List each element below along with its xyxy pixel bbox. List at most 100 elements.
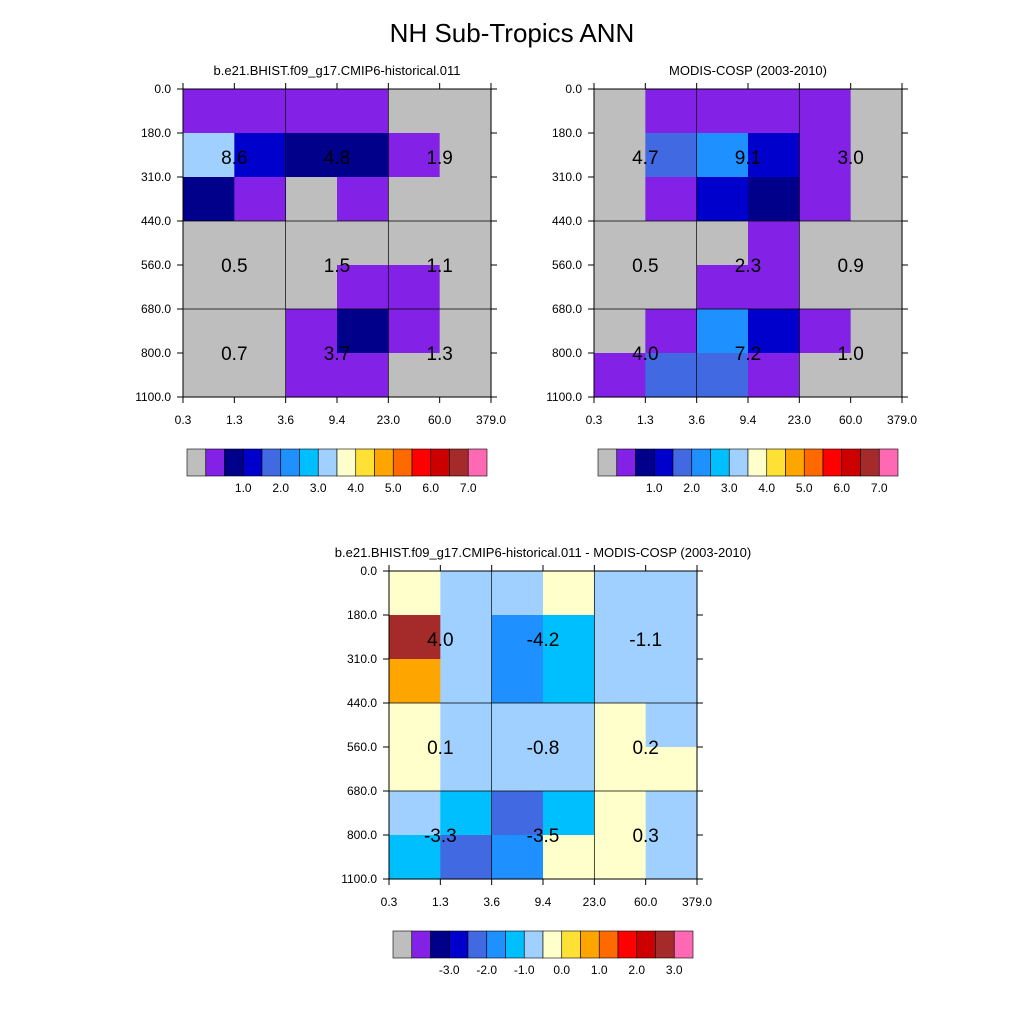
colorbar-label: -1.0	[514, 963, 535, 977]
colorbar-label: 5.0	[796, 481, 813, 495]
y-tick-label: 0.0	[360, 564, 377, 578]
block-value-label: 1.9	[426, 148, 452, 169]
colorbar-swatch	[580, 930, 600, 959]
y-tick-label: 310.0	[141, 170, 171, 184]
x-tick-label: 3.6	[483, 895, 500, 909]
heatmap-cell	[234, 133, 287, 178]
heatmap-cell	[388, 133, 441, 178]
colorbar-swatch	[542, 930, 563, 959]
heatmap-cell	[748, 133, 800, 178]
heatmap-cell	[491, 615, 544, 660]
x-tick-label: 0.3	[586, 413, 603, 427]
heatmap-cell	[491, 703, 544, 748]
block-value-label: 0.1	[427, 738, 453, 759]
heatmap-cell	[799, 177, 852, 222]
colorbar-swatch	[635, 448, 655, 477]
block-value-label: 3.0	[837, 148, 863, 169]
colorbar-swatch	[878, 448, 899, 477]
colorbar-label: 6.0	[833, 481, 850, 495]
colorbar-label: 1.0	[591, 963, 608, 977]
heatmap-cell	[183, 221, 235, 266]
heatmap-cell	[285, 133, 338, 178]
colorbar-label: 7.0	[460, 481, 477, 495]
x-tick-label: 1.3	[637, 413, 654, 427]
heatmap-cell	[234, 89, 287, 134]
block-value-label: 9.1	[735, 148, 761, 169]
y-tick-label: 680.0	[552, 302, 582, 316]
heatmap-cell	[748, 89, 800, 134]
y-tick-label: 440.0	[552, 214, 582, 228]
heatmap-cell	[594, 89, 646, 134]
colorbar-swatch	[392, 930, 413, 959]
heatmap-cell	[439, 89, 492, 134]
y-tick-label: 0.0	[565, 82, 582, 96]
block-value-label: 8.6	[221, 148, 247, 169]
colorbar-swatch	[411, 448, 432, 477]
colorbar-swatch	[411, 930, 431, 959]
colorbar-label: 0.0	[553, 963, 570, 977]
block-value-label: 0.3	[632, 826, 658, 847]
figure-title: NH Sub-Tropics ANN	[390, 18, 635, 48]
x-tick-label: 23.0	[788, 413, 812, 427]
heatmap-cell	[645, 615, 698, 660]
colorbar-swatch	[317, 448, 338, 477]
heatmap-cell	[234, 265, 287, 310]
heatmap-cell	[234, 177, 287, 222]
colorbar-swatch	[467, 930, 488, 959]
heatmap-cell	[850, 221, 903, 266]
colorbar-swatch	[728, 448, 749, 477]
heatmap-cell	[439, 221, 492, 266]
colorbar-swatch	[691, 448, 711, 477]
block-value-label: 4.0	[632, 344, 658, 365]
heatmap-cell	[440, 791, 493, 836]
colorbar-swatch	[205, 448, 225, 477]
heatmap-cell	[389, 659, 441, 704]
heatmap-cell	[645, 89, 698, 134]
y-tick-label: 560.0	[141, 258, 171, 272]
heatmap-cell	[440, 835, 493, 880]
heatmap-cell	[696, 353, 749, 398]
heatmap-cell	[337, 353, 389, 398]
colorbar-swatch	[673, 930, 694, 959]
heatmap-cell	[594, 177, 646, 222]
x-tick-label: 379.0	[476, 413, 506, 427]
y-tick-label: 180.0	[552, 126, 582, 140]
x-tick-label: 379.0	[887, 413, 917, 427]
block-value-label: 3.7	[324, 344, 350, 365]
y-tick-label: 800.0	[347, 828, 377, 842]
heatmap-cell	[389, 791, 441, 836]
heatmap-cell	[388, 177, 441, 222]
colorbar-swatch	[616, 448, 636, 477]
colorbar-label: 3.0	[721, 481, 738, 495]
block-value-label: 4.0	[427, 630, 453, 651]
panels: b.e21.BHIST.f09_g17.CMIP6-historical.011…	[135, 63, 917, 977]
colorbar-swatch	[186, 448, 207, 477]
heatmap-cell	[594, 265, 646, 310]
heatmap-cell	[543, 615, 595, 660]
colorbar: 1.0 2.0 3.0 4.0 5.0 6.0 7.0	[597, 448, 899, 495]
heatmap-cell	[594, 571, 647, 616]
heatmap-cell	[337, 133, 389, 178]
heatmap-cell	[439, 309, 492, 354]
heatmap-cell	[491, 659, 544, 704]
heatmap-cell	[645, 353, 698, 398]
y-tick-label: 180.0	[141, 126, 171, 140]
heatmap-cell	[850, 177, 903, 222]
heatmap-cell	[594, 221, 646, 266]
heatmap-cell	[440, 615, 493, 660]
x-tick-label: 60.0	[839, 413, 863, 427]
colorbar-swatch	[653, 448, 674, 477]
colorbar-swatch	[860, 448, 880, 477]
heatmap-cell	[389, 835, 441, 880]
x-tick-label: 23.0	[377, 413, 401, 427]
y-tick-label: 800.0	[141, 346, 171, 360]
colorbar-label: 4.0	[347, 481, 364, 495]
y-tick-label: 560.0	[347, 740, 377, 754]
heatmap-cell	[388, 221, 441, 266]
block-value-label: 0.7	[221, 344, 247, 365]
heatmap-cell	[389, 747, 441, 792]
colorbar: 1.0 2.0 3.0 4.0 5.0 6.0 7.0	[186, 448, 488, 495]
heatmap-cell	[285, 221, 338, 266]
heatmap-cell	[440, 703, 493, 748]
heatmap-cell	[850, 265, 903, 310]
